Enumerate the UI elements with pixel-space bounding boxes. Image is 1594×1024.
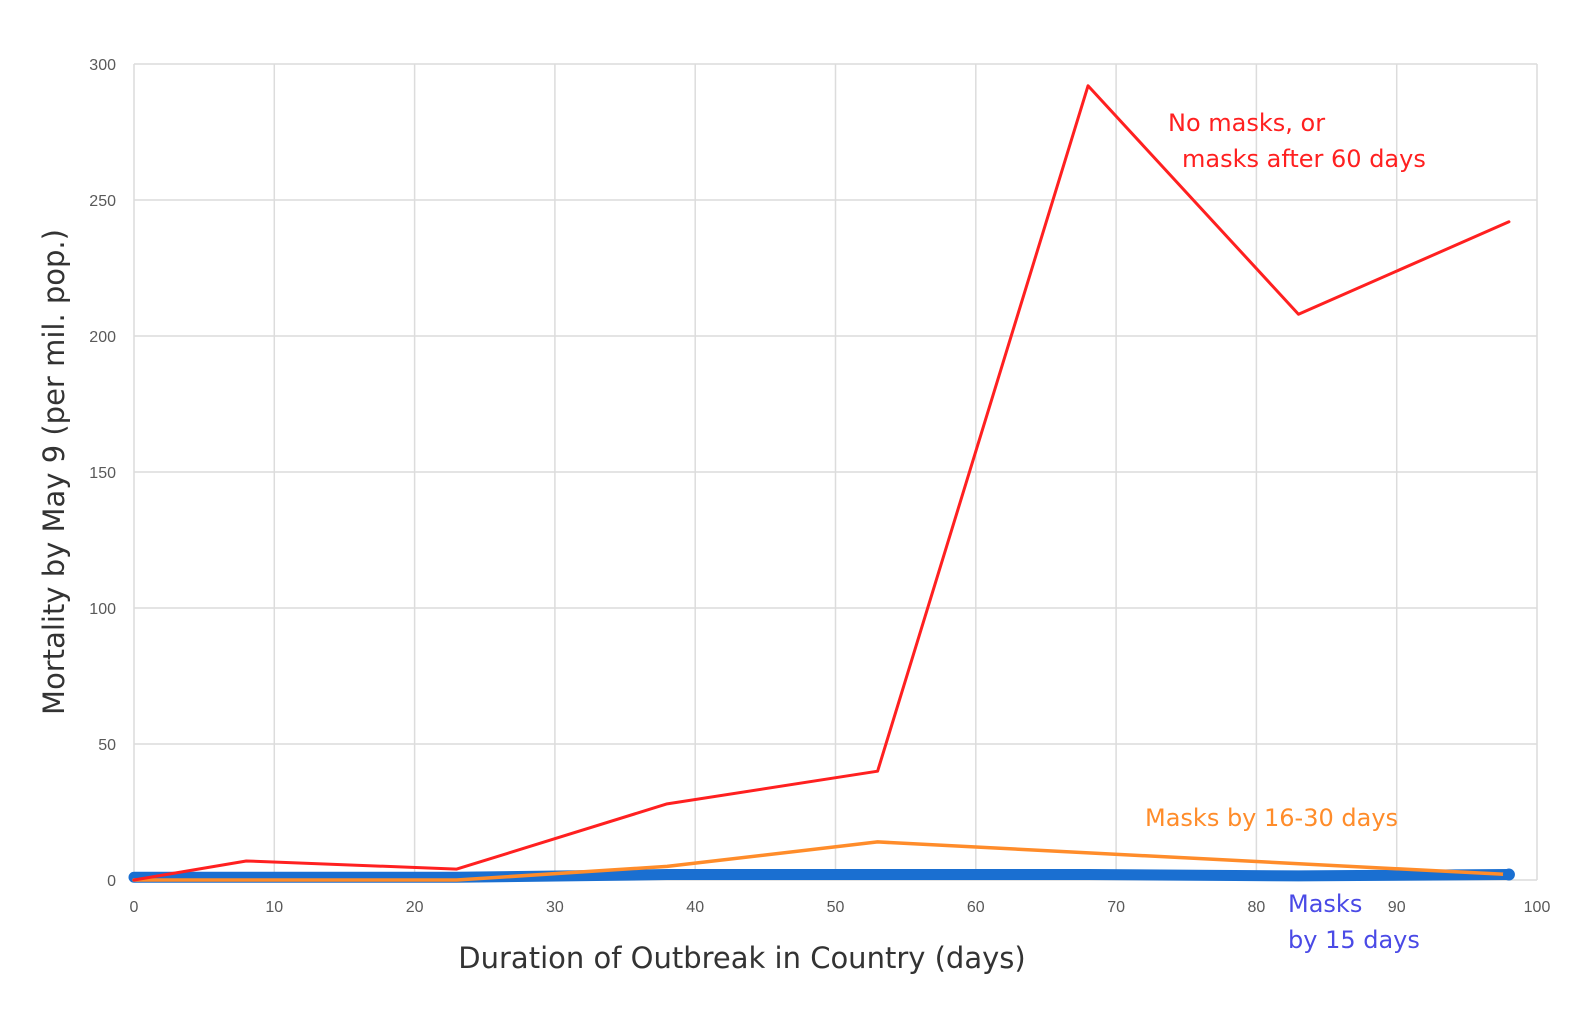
series-annotation-0: masks after 60 days bbox=[1182, 145, 1426, 173]
series-annotation-1: Masks by 16-30 days bbox=[1145, 804, 1398, 832]
series-end-marker bbox=[1502, 868, 1515, 881]
x-tick-label: 40 bbox=[686, 899, 704, 916]
x-tick-label: 80 bbox=[1248, 899, 1266, 916]
x-tick-label: 0 bbox=[130, 899, 139, 916]
x-tick-label: 100 bbox=[1524, 899, 1551, 916]
y-axis-title: Mortality by May 9 (per mil. pop.) bbox=[37, 229, 71, 715]
x-tick-label: 30 bbox=[546, 899, 564, 916]
series-line-0 bbox=[132, 84, 1511, 882]
y-tick-label: 0 bbox=[107, 873, 116, 890]
grid bbox=[133, 63, 1538, 881]
y-tick-label: 250 bbox=[89, 193, 116, 210]
y-tick-label: 50 bbox=[98, 737, 116, 754]
series-lines bbox=[128, 84, 1515, 883]
series-annotations: No masks, or masks after 60 days Masks by … bbox=[1145, 109, 1426, 954]
tick-labels: 0 10 20 30 40 50 60 70 80 90 100 0 50 100 150 200 250 300 bbox=[89, 57, 1550, 916]
series-annotation-2: by 15 days bbox=[1288, 926, 1420, 954]
x-tick-label: 20 bbox=[406, 899, 424, 916]
y-tick-label: 150 bbox=[89, 465, 116, 482]
x-tick-label: 50 bbox=[827, 899, 845, 916]
x-tick-label: 90 bbox=[1388, 899, 1406, 916]
series-line-2 bbox=[128, 869, 1515, 883]
y-tick-label: 100 bbox=[89, 601, 116, 618]
y-tick-label: 200 bbox=[89, 329, 116, 346]
x-tick-label: 70 bbox=[1107, 899, 1125, 916]
series-annotation-2: Masks bbox=[1288, 890, 1362, 918]
x-tick-label: 60 bbox=[967, 899, 985, 916]
y-tick-label: 300 bbox=[89, 57, 116, 74]
series-line-1 bbox=[132, 840, 1511, 882]
x-axis-title: Duration of Outbreak in Country (days) bbox=[458, 941, 1025, 975]
series-annotation-0: No masks, or bbox=[1168, 109, 1325, 137]
x-tick-label: 10 bbox=[265, 899, 283, 916]
